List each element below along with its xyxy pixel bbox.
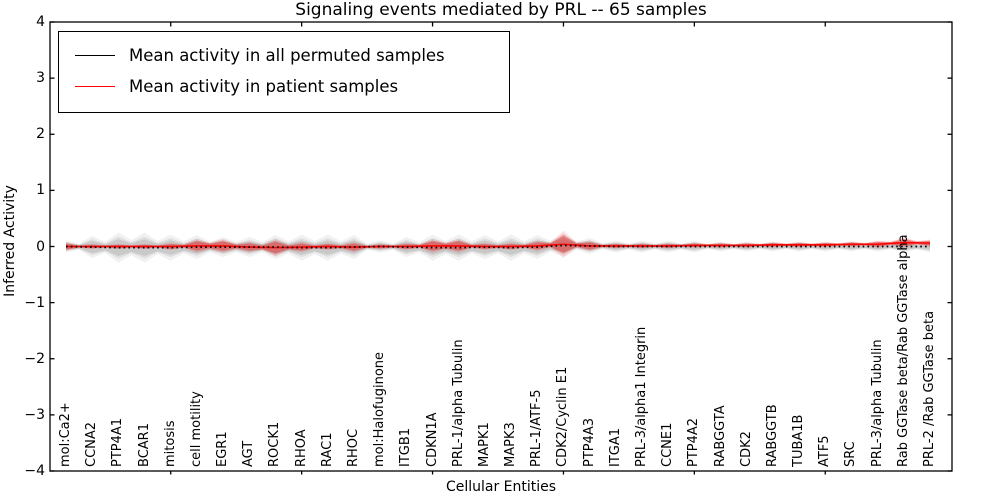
red-line-swatch <box>75 86 115 87</box>
legend-label: Mean activity in patient samples <box>129 77 399 96</box>
legend-entry-permuted: Mean activity in all permuted samples <box>71 40 499 71</box>
x-tick-label: SRC <box>843 441 859 467</box>
x-tick-label: PRL-1/ATF-5 <box>529 389 545 468</box>
x-tick-label: RHOC <box>346 428 361 467</box>
legend: Mean activity in all permuted samples Me… <box>58 31 510 113</box>
x-tick-label: PTP4A2 <box>686 417 702 467</box>
x-tick-label: PRL-1/alpha Tubulin <box>450 339 466 467</box>
x-tick-label: ATF5 <box>817 435 833 467</box>
x-tick-label: PTP4A1 <box>110 417 126 467</box>
legend-entry-patient: Mean activity in patient samples <box>71 71 499 102</box>
y-tick-label: −2 <box>24 350 45 367</box>
mean-line <box>65 244 930 249</box>
x-tick-label: ITGB1 <box>398 427 414 467</box>
x-tick-label: RHOA <box>293 429 309 467</box>
black-line-swatch <box>75 55 115 56</box>
y-tick-label: 2 <box>36 126 45 143</box>
x-tick-label: AGT <box>241 440 257 467</box>
x-tick-label: PRL-3/alpha Tubulin <box>869 339 885 467</box>
x-tick-label: mol:Ca2+ <box>58 402 73 467</box>
legend-label: Mean activity in all permuted samples <box>129 46 445 65</box>
x-tick-label: CCNA2 <box>84 421 100 467</box>
x-tick-label: MAPK3 <box>503 422 519 467</box>
x-tick-label: PRL-2 /Rab GGTase beta <box>922 310 937 467</box>
x-tick-label: RABGGTA <box>712 405 728 467</box>
activity-band <box>66 234 930 255</box>
y-tick-label: 1 <box>36 182 45 199</box>
x-tick-label: CDKN1A <box>424 412 440 467</box>
x-tick-label: CDK2 <box>738 431 754 467</box>
x-tick-label: MAPK1 <box>476 422 492 467</box>
x-tick-label: PRL-3/alpha1 Integrin <box>634 326 649 467</box>
x-tick-label: CCNE1 <box>660 422 676 467</box>
x-tick-label: CDK2/Cyclin E1 <box>555 366 571 467</box>
x-tick-label: ITGA1 <box>607 427 623 467</box>
x-tick-label: cell motility <box>188 391 204 467</box>
x-tick-label: mol:Halofuginone <box>372 351 388 467</box>
x-axis-label: Cellular Entities <box>445 479 557 495</box>
y-tick-label: 0 <box>36 238 45 255</box>
x-tick-label: EGR1 <box>215 431 231 467</box>
y-tick-label: −1 <box>24 294 45 311</box>
activity-band <box>66 235 930 254</box>
y-tick-label: 4 <box>36 14 45 30</box>
x-tick-label: RAC1 <box>319 432 335 467</box>
x-tick-label: RABGGTB <box>764 404 780 467</box>
y-tick-label: −4 <box>24 463 45 479</box>
x-tick-label: BCAR1 <box>136 423 152 467</box>
x-tick-label: mitosis <box>162 420 178 467</box>
x-tick-label: ROCK1 <box>267 421 283 467</box>
y-tick-label: 3 <box>36 70 45 87</box>
activity-band <box>66 230 930 258</box>
chart-title: Signaling events mediated by PRL -- 65 s… <box>295 0 707 20</box>
x-tick-label: Rab GGTase beta/Rab GGTase alpha <box>895 234 911 467</box>
y-tick-label: −3 <box>24 406 45 423</box>
x-tick-label: TUBA1B <box>791 414 807 467</box>
x-tick-label: PTP4A3 <box>581 417 597 467</box>
